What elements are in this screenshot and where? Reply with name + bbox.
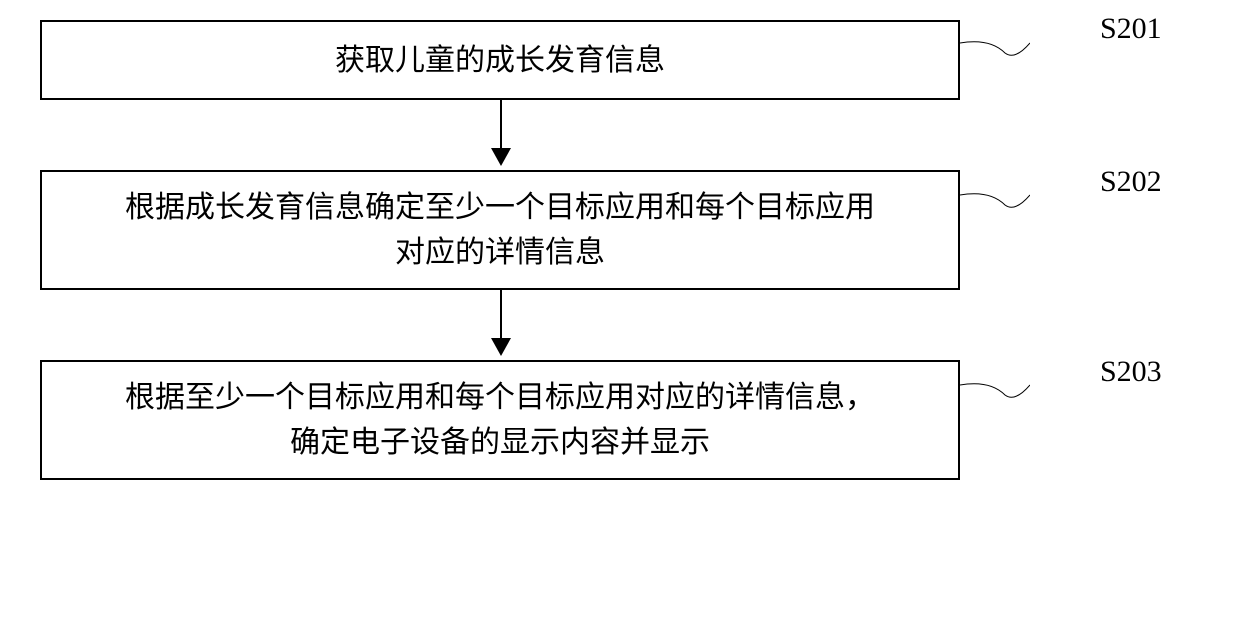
node-text-line1: 根据成长发育信息确定至少一个目标应用和每个目标应用 bbox=[125, 185, 875, 230]
flow-node-s202: 根据成长发育信息确定至少一个目标应用和每个目标应用 对应的详情信息 bbox=[40, 170, 960, 290]
flow-node-s203: 根据至少一个目标应用和每个目标应用对应的详情信息， 确定电子设备的显示内容并显示 bbox=[40, 360, 960, 480]
node-text-line2: 对应的详情信息 bbox=[395, 230, 605, 275]
flow-node-s201: 获取儿童的成长发育信息 bbox=[40, 20, 960, 100]
arrow-line bbox=[500, 100, 502, 150]
step-label-s201: S201 bbox=[1100, 12, 1162, 46]
arrow-s201-s202 bbox=[40, 100, 960, 170]
arrow-line bbox=[500, 290, 502, 340]
step-label-s202: S202 bbox=[1100, 165, 1162, 199]
step-label-s203: S203 bbox=[1100, 355, 1162, 389]
node-text: 获取儿童的成长发育信息 bbox=[335, 38, 665, 83]
leader-curve-s203 bbox=[960, 360, 1030, 420]
node-text-line2: 确定电子设备的显示内容并显示 bbox=[290, 420, 710, 465]
leader-curve-s202 bbox=[960, 170, 1030, 230]
node-text-line1: 根据至少一个目标应用和每个目标应用对应的详情信息， bbox=[125, 375, 875, 420]
arrow-s202-s203 bbox=[40, 290, 960, 360]
leader-curve-s201 bbox=[960, 18, 1030, 78]
arrow-head-icon bbox=[491, 148, 511, 166]
arrow-head-icon bbox=[491, 338, 511, 356]
